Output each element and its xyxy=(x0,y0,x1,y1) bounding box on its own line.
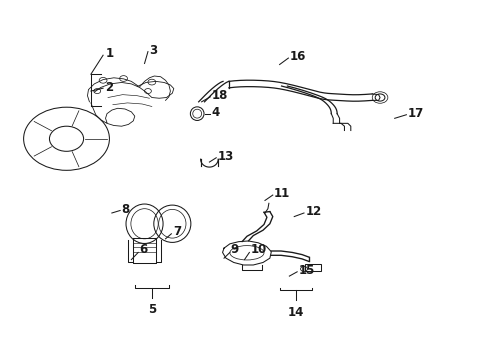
Text: 3: 3 xyxy=(149,44,157,57)
Text: 12: 12 xyxy=(305,205,321,218)
Text: 1: 1 xyxy=(105,47,113,60)
Text: 16: 16 xyxy=(289,50,305,63)
Bar xyxy=(305,264,321,271)
Text: 15: 15 xyxy=(298,264,314,277)
Text: 9: 9 xyxy=(230,243,239,256)
Text: 7: 7 xyxy=(172,225,181,238)
Text: 11: 11 xyxy=(273,187,289,200)
Text: 14: 14 xyxy=(287,306,303,319)
Text: 5: 5 xyxy=(147,303,156,316)
Text: 10: 10 xyxy=(250,243,266,256)
Text: 13: 13 xyxy=(217,150,233,163)
Text: 2: 2 xyxy=(105,81,113,94)
Polygon shape xyxy=(222,241,271,265)
Text: 18: 18 xyxy=(211,89,228,102)
Text: 8: 8 xyxy=(121,203,129,216)
Text: 4: 4 xyxy=(211,106,220,119)
Text: 6: 6 xyxy=(140,243,147,256)
Text: 17: 17 xyxy=(407,107,423,120)
